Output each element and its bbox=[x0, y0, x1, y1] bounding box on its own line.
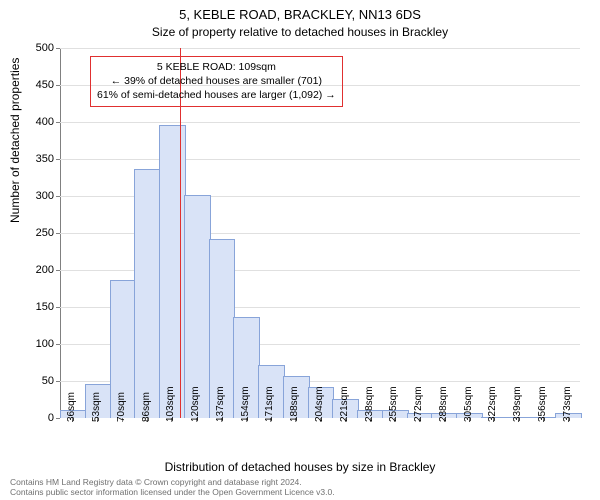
footer-text: Contains HM Land Registry data © Crown c… bbox=[10, 477, 590, 498]
xtick-label: 373sqm bbox=[562, 386, 573, 422]
ytick-label: 250 bbox=[36, 227, 60, 239]
ytick-label: 50 bbox=[42, 375, 60, 387]
grid-line bbox=[60, 159, 580, 160]
ytick-label: 400 bbox=[36, 116, 60, 128]
xtick-label: 36sqm bbox=[66, 392, 77, 422]
ytick-label: 200 bbox=[36, 264, 60, 276]
grid-line bbox=[60, 48, 580, 49]
ytick-label: 350 bbox=[36, 153, 60, 165]
y-axis-label: Number of detached properties bbox=[8, 58, 22, 223]
chart-subtitle: Size of property relative to detached ho… bbox=[0, 24, 600, 40]
plot-area: 05010015020025030035040045050036sqm53sqm… bbox=[60, 48, 580, 418]
annotation-box: 5 KEBLE ROAD: 109sqm ← 39% of detached h… bbox=[90, 56, 343, 107]
xtick-label: 322sqm bbox=[487, 386, 498, 422]
xtick-label: 221sqm bbox=[339, 386, 350, 422]
x-axis-label: Distribution of detached houses by size … bbox=[0, 460, 600, 474]
histogram-bar bbox=[134, 169, 161, 418]
annotation-line-1: 5 KEBLE ROAD: 109sqm bbox=[97, 60, 336, 74]
annotation-line-2: ← 39% of detached houses are smaller (70… bbox=[97, 74, 336, 88]
xtick-label: 288sqm bbox=[438, 386, 449, 422]
xtick-label: 154sqm bbox=[240, 386, 251, 422]
xtick-label: 53sqm bbox=[91, 392, 102, 422]
xtick-label: 171sqm bbox=[264, 386, 275, 422]
grid-line bbox=[60, 122, 580, 123]
xtick-label: 272sqm bbox=[413, 386, 424, 422]
footer-line-1: Contains HM Land Registry data © Crown c… bbox=[10, 477, 590, 488]
xtick-label: 120sqm bbox=[190, 386, 201, 422]
ytick-label: 150 bbox=[36, 301, 60, 313]
xtick-label: 103sqm bbox=[165, 386, 176, 422]
ytick-label: 0 bbox=[48, 412, 60, 424]
histogram-bar bbox=[184, 195, 211, 418]
chart-title: 5, KEBLE ROAD, BRACKLEY, NN13 6DS bbox=[0, 0, 600, 24]
ytick-label: 500 bbox=[36, 42, 60, 54]
ytick-label: 100 bbox=[36, 338, 60, 350]
histogram-bar bbox=[159, 125, 186, 418]
ytick-label: 300 bbox=[36, 190, 60, 202]
xtick-label: 70sqm bbox=[116, 392, 127, 422]
xtick-label: 86sqm bbox=[141, 392, 152, 422]
annotation-line-3: 61% of semi-detached houses are larger (… bbox=[97, 88, 336, 102]
xtick-label: 188sqm bbox=[289, 386, 300, 422]
chart-container: 5, KEBLE ROAD, BRACKLEY, NN13 6DS Size o… bbox=[0, 0, 600, 500]
ytick-label: 450 bbox=[36, 79, 60, 91]
xtick-label: 204sqm bbox=[314, 386, 325, 422]
xtick-label: 305sqm bbox=[463, 386, 474, 422]
xtick-label: 255sqm bbox=[388, 386, 399, 422]
footer-line-2: Contains public sector information licen… bbox=[10, 487, 590, 498]
xtick-label: 356sqm bbox=[537, 386, 548, 422]
xtick-label: 137sqm bbox=[215, 386, 226, 422]
xtick-label: 238sqm bbox=[364, 386, 375, 422]
xtick-label: 339sqm bbox=[512, 386, 523, 422]
